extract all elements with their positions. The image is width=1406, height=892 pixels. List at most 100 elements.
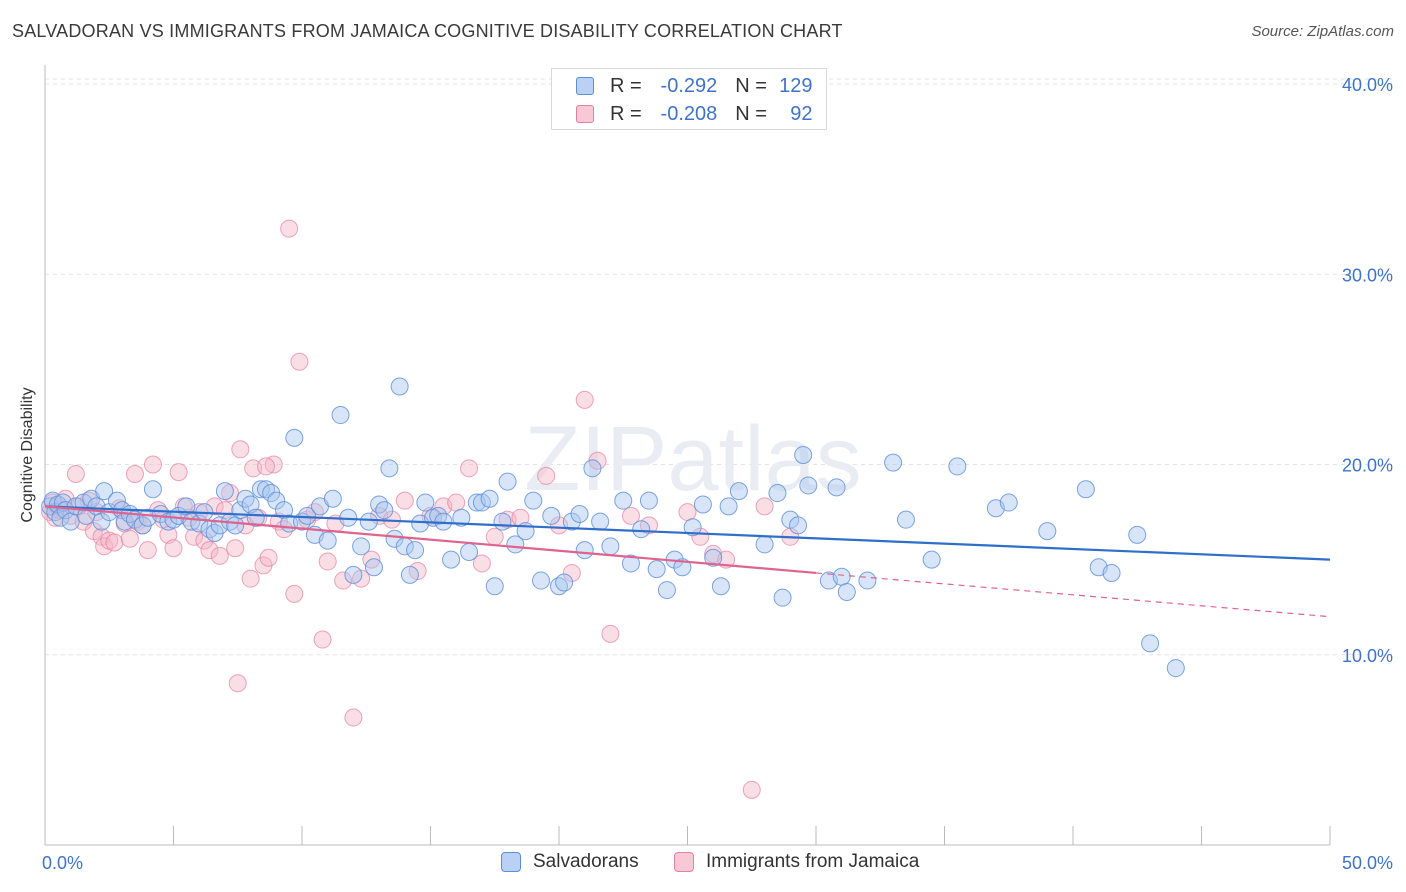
data-point-salvadoran (614, 491, 633, 510)
data-point-salvadoran (799, 476, 818, 495)
data-point-salvadoran (524, 491, 543, 510)
x-tick-label: 50.0% (1342, 853, 1393, 873)
data-point-jamaica (66, 465, 85, 484)
data-point-salvadoran (506, 535, 525, 554)
data-point-salvadoran (364, 558, 383, 577)
legend-r-value: -0.208 (660, 102, 718, 125)
data-point-jamaica (447, 493, 466, 512)
y-tick-label: 30.0% (1342, 265, 1393, 285)
legend-row-jamaica: R = -0.208 N = 92 (576, 100, 813, 128)
data-point-salvadoran (442, 550, 461, 569)
data-point-salvadoran (575, 541, 594, 560)
legend-swatch-blue (576, 77, 594, 95)
x-tick-label: 0.0% (42, 853, 83, 873)
data-point-jamaica (755, 497, 774, 516)
legend-n-label: N = (735, 74, 767, 97)
source-credit: Source: ZipAtlas.com (1251, 23, 1394, 40)
data-point-jamaica (472, 554, 491, 573)
correlation-legend: R = -0.292 N = 129 R = -0.208 N = 92 (551, 68, 827, 130)
data-point-salvadoran (267, 491, 286, 510)
data-point-jamaica (678, 503, 697, 522)
data-point-salvadoran (95, 482, 114, 501)
data-point-jamaica (280, 219, 299, 238)
data-point-jamaica (259, 548, 278, 567)
data-point-jamaica (143, 455, 162, 474)
data-point-jamaica (485, 527, 504, 546)
data-point-salvadoran (621, 554, 640, 573)
trend-line-jamaica-extension (815, 572, 1331, 618)
data-point-jamaica (621, 506, 640, 525)
data-point-salvadoran (385, 529, 404, 548)
legend-item-jamaica: Immigrants from Jamaica (674, 851, 919, 873)
data-point-salvadoran (768, 484, 787, 503)
data-point-salvadoran (683, 518, 702, 537)
data-point-salvadoran (1166, 659, 1185, 678)
data-point-jamaica (125, 465, 144, 484)
data-point-salvadoran (562, 512, 581, 531)
data-point-salvadoran (56, 501, 75, 520)
data-point-salvadoran (285, 428, 304, 447)
data-point-jamaica (537, 466, 556, 485)
data-point-jamaica (601, 624, 620, 643)
data-point-salvadoran (827, 478, 846, 497)
data-point-salvadoran (773, 588, 792, 607)
data-point-jamaica (460, 459, 479, 478)
data-point-jamaica (290, 352, 309, 371)
data-point-salvadoran (416, 493, 435, 512)
data-point-jamaica (205, 497, 224, 516)
data-point-jamaica (226, 539, 245, 558)
trend-lines (44, 505, 1331, 618)
data-point-salvadoran (755, 535, 774, 554)
data-point-jamaica (562, 563, 581, 582)
data-point-salvadoran (390, 377, 409, 396)
data-point-salvadoran (344, 565, 363, 584)
data-point-salvadoran (570, 504, 589, 523)
data-point-salvadoran (226, 516, 245, 535)
data-point-jamaica (185, 527, 204, 546)
data-point-jamaica (228, 674, 247, 693)
data-point-salvadoran (647, 560, 666, 579)
legend-item-salvadorans: Salvadorans (501, 851, 639, 873)
data-point-salvadoran (352, 537, 371, 556)
data-point-salvadoran (323, 489, 342, 508)
data-point-salvadoran (143, 480, 162, 499)
data-point-salvadoran (480, 489, 499, 508)
data-point-jamaica (275, 520, 294, 539)
data-point-jamaica (285, 584, 304, 603)
data-point-salvadoran (318, 531, 337, 550)
data-point-salvadoran (601, 537, 620, 556)
data-point-salvadoran (896, 510, 915, 529)
data-point-jamaica (257, 457, 276, 476)
legend-swatch-pink (576, 105, 594, 123)
data-point-jamaica (210, 546, 229, 565)
data-point-salvadoran (555, 573, 574, 592)
data-point-jamaica (200, 541, 219, 560)
data-point-salvadoran (673, 558, 692, 577)
data-point-salvadoran (837, 582, 856, 601)
legend-r-label: R = (610, 102, 642, 125)
data-point-salvadoran (711, 577, 730, 596)
series-legend: Salvadorans Immigrants from Jamaica (0, 851, 1406, 879)
data-point-salvadoran (375, 501, 394, 520)
chart-title: SALVADORAN VS IMMIGRANTS FROM JAMAICA CO… (12, 21, 843, 41)
data-point-salvadoran (832, 567, 851, 586)
data-point-salvadoran (999, 493, 1018, 512)
legend-n-value: 129 (779, 74, 813, 97)
data-point-salvadoran (331, 406, 350, 425)
legend-label-jamaica: Immigrants from Jamaica (706, 851, 920, 872)
data-point-salvadoran (693, 495, 712, 514)
data-point-salvadoran (532, 571, 551, 590)
legend-row-salvadorans: R = -0.292 N = 129 (576, 72, 813, 100)
legend-r-value: -0.292 (660, 74, 718, 97)
data-point-salvadoran (1038, 522, 1057, 541)
data-point-jamaica (313, 630, 332, 649)
data-point-jamaica (138, 541, 157, 560)
data-point-jamaica (169, 463, 188, 482)
data-point-salvadoran (719, 497, 738, 516)
data-point-salvadoran (61, 512, 80, 531)
gridlines (45, 78, 1392, 656)
legend-r-label: R = (610, 74, 642, 97)
data-point-jamaica (344, 708, 363, 727)
data-point-jamaica (120, 529, 139, 548)
data-point-jamaica (105, 533, 124, 552)
